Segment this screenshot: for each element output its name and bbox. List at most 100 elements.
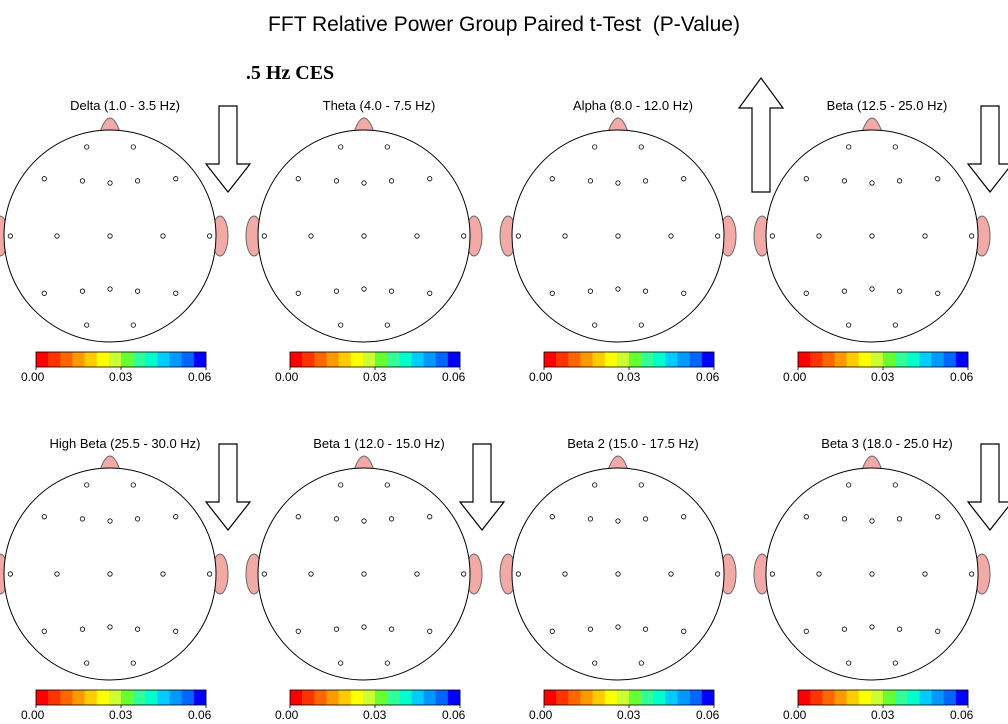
electrode-marker [107,233,113,239]
electrode-marker [361,571,367,577]
electrode-marker [7,571,13,577]
electrode-marker [642,178,649,184]
colorbar-swatch [375,352,388,367]
colorbar-swatch [931,690,945,705]
colorbar: 0.00 0.03 0.06 [783,351,974,384]
electrode-marker [173,290,179,296]
electrode-marker [79,288,86,294]
electrode-marker [338,482,344,488]
colorbar-swatch [943,352,957,367]
band-title: Beta 1 (12.0 - 15.0 Hz) [313,436,445,451]
colorbar-swatch [556,352,569,367]
colorbar-swatch [375,690,388,705]
colorbar-swatch [84,690,98,705]
electrode-marker [892,322,898,328]
electrode-marker [969,571,975,577]
colorbar-swatch [616,690,630,705]
colorbar-swatch [580,352,593,367]
colorbar-swatch [72,352,85,367]
colorbar-swatch [362,690,376,705]
electrode-marker [896,178,903,184]
electrode-marker [79,516,86,522]
colorbar-swatch [580,690,593,705]
band-title: Alpha (8.0 - 12.0 Hz) [573,98,693,113]
electrode-marker [84,482,90,488]
electrode-marker [803,628,809,634]
colorbar-swatch [399,352,412,367]
electrode-marker [922,233,928,239]
electrode-marker [173,628,179,634]
electrode-marker [130,144,136,150]
colorbar-swatch [290,690,303,705]
head-outline [3,467,217,681]
electrode-marker [130,660,136,666]
electrode-marker [681,176,687,182]
colorbar-tick-label: 0.06 [696,370,720,384]
colorbar-swatch [701,352,715,367]
electrode-marker [638,660,644,666]
colorbar-swatch [689,352,703,367]
arrow-up-icon [737,76,785,193]
topomap-panel: High Beta (25.5 - 30.0 Hz) 0.00 0.03 0.06 [0,436,252,722]
colorbar-swatch [629,352,642,367]
colorbar-swatch [931,352,945,367]
electrode-marker [681,514,687,520]
electrode-marker [54,233,60,239]
colorbar-swatch [423,690,437,705]
colorbar-tick-label: 0.03 [871,708,895,722]
electrode-marker [846,322,852,328]
electrode-marker [615,571,621,577]
electrode-marker [892,482,898,488]
head-outline [765,129,979,343]
electrode-marker [869,518,875,524]
colorbar-swatch [314,690,327,705]
head-outline [765,467,979,681]
colorbar-swatch [907,690,920,705]
electrode-marker [896,516,903,522]
electrode-marker [638,322,644,328]
colorbar-swatch [592,690,606,705]
electrode-marker [549,176,555,182]
colorbar-swatch [350,690,364,705]
electrode-marker [869,180,875,186]
colorbar-swatch [883,352,896,367]
colorbar-swatch [834,690,847,705]
electrode-marker [388,288,395,294]
electrode-marker [896,626,903,632]
colorbar-tick-label: 0.06 [188,708,212,722]
electrode-marker [668,233,674,239]
arrow-down-icon [204,105,252,193]
colorbar: 0.00 0.03 0.06 [529,351,720,384]
electrode-marker [130,482,136,488]
topomap-panel: Beta 2 (15.0 - 17.5 Hz) 0.00 0.03 0.06 [499,436,737,722]
colorbar-swatch [592,352,606,367]
electrode-marker [549,628,555,634]
colorbar-swatch [435,690,449,705]
colorbar-tick-label: 0.03 [109,708,133,722]
band-title: Delta (1.0 - 3.5 Hz) [70,98,180,113]
electrode-marker [333,626,340,632]
electrode-marker [615,518,621,524]
colorbar-swatch [302,352,315,367]
colorbar-swatch [338,690,352,705]
electrode-marker [173,176,179,182]
figure-title: FFT Relative Power Group Paired t-Test (… [268,13,740,36]
electrode-marker [361,180,367,186]
electrode-marker [427,176,433,182]
electrode-marker [107,518,113,524]
electrode-marker [134,178,141,184]
colorbar: 0.00 0.03 0.06 [275,351,466,384]
colorbar-swatch [157,690,170,705]
electrode-marker [308,233,314,239]
electrode-marker [869,233,875,239]
colorbar-swatch [822,690,835,705]
colorbar-swatch [145,352,158,367]
colorbar-swatch [870,352,884,367]
topomap-panel: Delta (1.0 - 3.5 Hz) 0.00 0.03 0.06 [0,98,252,384]
electrode-marker [642,626,649,632]
colorbar-swatch [895,690,908,705]
colorbar-swatch [858,352,872,367]
colorbar-tick-label: 0.00 [21,370,45,384]
electrode-marker [388,516,395,522]
